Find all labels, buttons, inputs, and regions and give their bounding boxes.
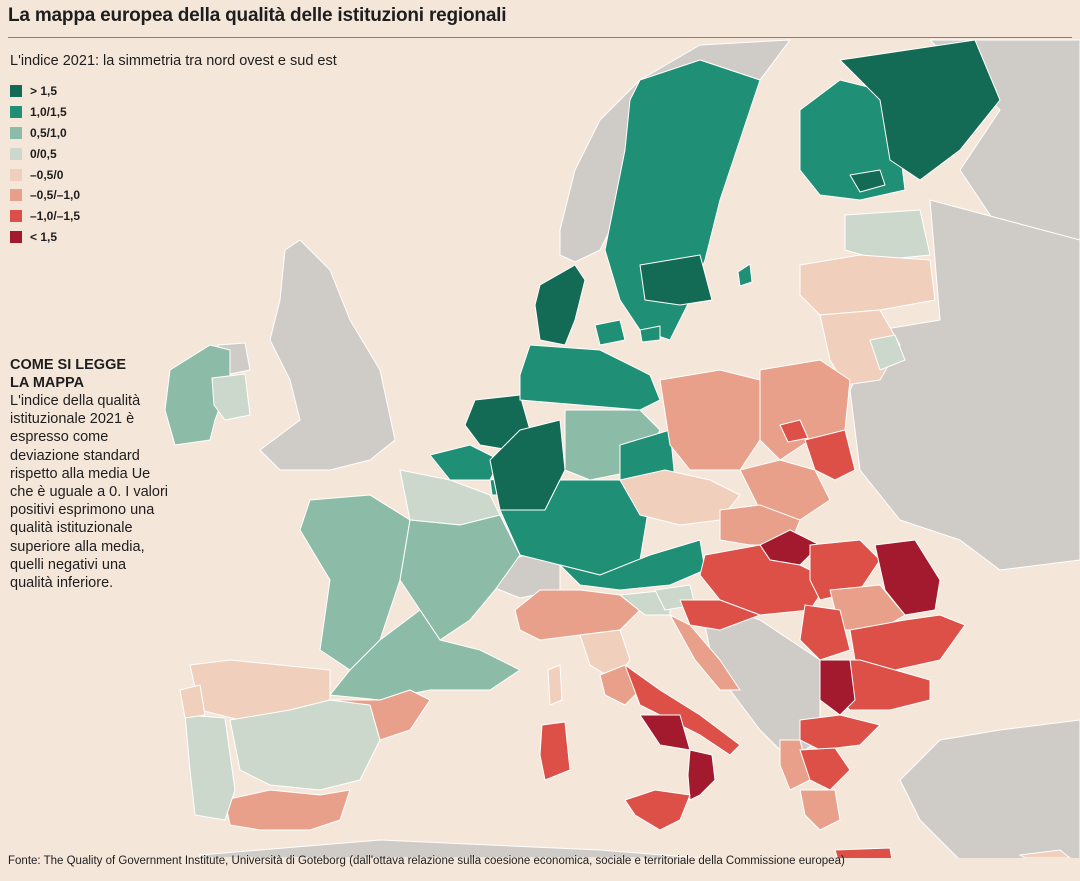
germany-regions: [489, 344, 676, 576]
region-aland: [849, 169, 886, 193]
romania-bulgaria-regions: [799, 539, 966, 716]
legend-label: –0,5/–1,0: [30, 188, 81, 203]
region-italy-north: [514, 589, 641, 641]
region-zealand: [594, 319, 626, 346]
italy-regions: [514, 589, 741, 831]
land-great-britain: [259, 239, 396, 471]
legend-label: 0/0,5: [30, 146, 57, 161]
southeast-central-regions: [654, 529, 831, 691]
legend-item: 0,5/1,0: [10, 123, 80, 144]
region-romania-west: [799, 604, 851, 661]
legend-label: > 1,5: [30, 84, 58, 99]
region-latvia: [799, 254, 936, 316]
land-eastern-europe: [849, 199, 1080, 571]
legend-item: –0,5/–1,0: [10, 185, 80, 206]
map-subtitle: L'indice 2021: la simmetria tra nord ove…: [10, 53, 337, 69]
legend-swatch: [10, 85, 22, 98]
greece-regions: [779, 714, 1071, 858]
legend-label: 1,0/1,5: [30, 105, 67, 120]
france-regions: [299, 469, 563, 706]
region-spain-center: [229, 699, 381, 791]
region-croatia: [679, 599, 761, 631]
region-ireland-dublin: [211, 373, 251, 421]
region-bornholm: [639, 325, 661, 343]
legend-swatch: [10, 106, 22, 119]
legend-swatch: [10, 168, 22, 181]
legend-label: –0,5/0: [30, 167, 64, 182]
land-turkey: [899, 719, 1080, 858]
region-italy-south: [624, 664, 741, 756]
legend-item: > 1,5: [10, 81, 80, 102]
region-portugal-north: [179, 684, 206, 719]
region-greece-north: [799, 714, 881, 751]
region-czechia: [619, 469, 741, 526]
region-finland-east: [839, 39, 1001, 181]
region-belgium: [429, 444, 501, 481]
legend-item: < 1,5: [10, 227, 80, 248]
region-croatia-coast: [669, 614, 741, 691]
legend-swatch: [10, 210, 22, 223]
legend-swatch: [10, 126, 22, 139]
legend-label: 0,5/1,0: [30, 125, 67, 140]
region-france-east: [399, 514, 521, 641]
baltic-regions: [799, 209, 936, 386]
region-poland-west: [659, 369, 761, 471]
region-crete: [834, 847, 893, 858]
how-to-read-text: L'indice della qualità istituzionale 202…: [10, 393, 168, 592]
region-sicily: [624, 789, 691, 831]
how-to-read-heading: COME SI LEGGE LA MAPPA: [10, 357, 127, 391]
region-calabria: [687, 749, 716, 801]
legend-item: 1,0/1,5: [10, 102, 80, 123]
region-lithuania-vilnius: [869, 334, 906, 371]
legend-label: < 1,5: [30, 229, 58, 244]
region-corsica: [547, 664, 563, 706]
region-bulgaria-west: [819, 659, 856, 716]
legend-item: –1,0/–1,5: [10, 206, 80, 227]
europe-map: [164, 39, 1080, 858]
iberia-regions: [179, 659, 431, 831]
legend-label: –1,0/–1,5: [30, 209, 81, 224]
legend-swatch: [10, 189, 22, 202]
central-east-regions: [619, 359, 856, 546]
region-sardinia: [539, 721, 571, 781]
region-germany-south: [499, 479, 651, 576]
ireland-regions: [164, 344, 251, 446]
legend-item: 0/0,5: [10, 143, 80, 164]
region-ireland-west: [164, 344, 231, 446]
region-cyprus: [1019, 849, 1071, 858]
region-peloponnese: [799, 789, 841, 831]
map-title: La mappa europea della qualità delle ist…: [8, 5, 507, 26]
legend-swatch: [10, 230, 22, 243]
region-andalusia: [224, 789, 351, 831]
region-south-sweden: [639, 254, 713, 306]
region-denmark: [534, 264, 586, 346]
legend-swatch: [10, 147, 22, 160]
region-portugal: [184, 714, 236, 821]
region-warsaw: [779, 419, 809, 443]
nordic-regions: [534, 39, 1001, 346]
color-legend: > 1,5 1,0/1,5 0,5/1,0 0/0,5 –0,5/0 –0,5/…: [10, 81, 80, 247]
region-germany-north: [519, 344, 661, 411]
region-greece-center: [799, 747, 851, 791]
region-catalonia: [329, 689, 431, 741]
region-gotland: [737, 263, 753, 287]
region-poland-lublin: [804, 429, 856, 481]
legend-item: –0,5/0: [10, 164, 80, 185]
title-rule: [8, 37, 1072, 38]
region-estonia: [844, 209, 931, 261]
region-romania-northeast: [874, 539, 941, 616]
source-note: Fonte: The Quality of Government Institu…: [8, 855, 845, 867]
region-france-south: [329, 609, 521, 701]
land-north-africa: [199, 839, 701, 858]
how-to-read-box: COME SI LEGGE LA MAPPA L'indice della qu…: [10, 356, 170, 592]
